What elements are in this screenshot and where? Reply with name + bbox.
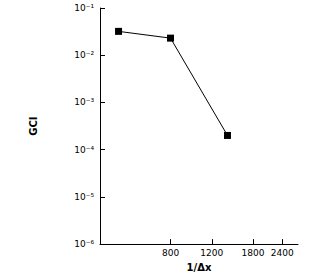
svg-text:1200: 1200 [200, 248, 223, 258]
svg-text:800: 800 [162, 248, 179, 258]
svg-text:10⁻⁶: 10⁻⁶ [74, 239, 94, 249]
svg-text:10⁻¹: 10⁻¹ [74, 3, 94, 13]
svg-text:1/Δx: 1/Δx [187, 262, 212, 273]
svg-text:10⁻³: 10⁻³ [74, 97, 94, 107]
svg-text:10⁻²: 10⁻² [74, 50, 94, 60]
svg-text:1800: 1800 [242, 248, 265, 258]
svg-text:10⁻⁵: 10⁻⁵ [74, 192, 94, 202]
svg-text:2400: 2400 [271, 248, 294, 258]
svg-text:GCI: GCI [28, 116, 39, 135]
svg-text:10⁻⁴: 10⁻⁴ [74, 145, 94, 155]
